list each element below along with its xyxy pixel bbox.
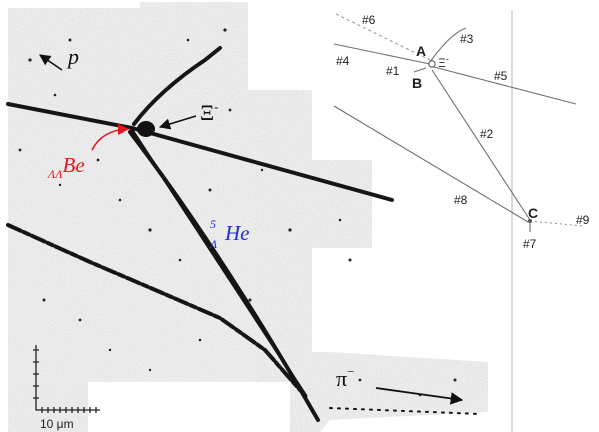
- track-left-to-vertex: [6, 102, 134, 130]
- he5-label: 5 Λ He: [209, 217, 250, 251]
- vertex-label-b: B: [412, 75, 422, 91]
- track-label-5: #5: [494, 69, 508, 83]
- proton-direction-arrow: [39, 54, 63, 71]
- scale-bar-label: 10 μm: [40, 417, 74, 431]
- scale-bar: [33, 345, 100, 413]
- track-to-pion-vertex: [130, 128, 308, 398]
- track-label-7: #7: [523, 237, 537, 251]
- vertex-label-c: C: [528, 205, 538, 221]
- scale-bar-ticks-horizontal: [41, 407, 97, 413]
- track-lower-left: [6, 223, 302, 392]
- pion-track: [329, 407, 481, 415]
- track-2: [431, 69, 531, 221]
- track-label-8: #8: [454, 193, 468, 207]
- xi-pointer-arrow: [158, 115, 197, 130]
- track-9: [529, 220, 584, 227]
- xi-label: Ξ-: [200, 99, 219, 125]
- track-8: [333, 105, 529, 223]
- llbe-label: ΛΛBe: [47, 153, 85, 181]
- track-label-9: #9: [576, 213, 590, 227]
- track-4: [333, 43, 431, 65]
- track-label-6: #6: [362, 13, 376, 27]
- track-3: [429, 27, 467, 63]
- proton-label: p: [66, 44, 79, 69]
- track-label-2: #2: [480, 127, 494, 141]
- vertex-a-marker: [428, 60, 436, 68]
- track-1: [413, 67, 427, 73]
- track-5: [429, 65, 577, 105]
- pion-label: π−: [336, 364, 354, 391]
- track-up-right: [132, 46, 222, 126]
- vertex-c-marker: [528, 219, 532, 223]
- track-label-4: #4: [336, 54, 350, 68]
- scale-bar-axes: [35, 345, 100, 411]
- xi-stopping-blob: [137, 121, 155, 137]
- track-label-1: #1: [386, 64, 400, 78]
- vertex-label-a: A: [416, 43, 426, 59]
- schematic-xi-label: Ξ-: [438, 54, 449, 70]
- emulsion-specks: [18, 28, 457, 397]
- scale-bar-ticks-vertical: [33, 349, 39, 399]
- pion-direction-arrow: [375, 387, 464, 405]
- emulsion-micrograph: p Ξ- ΛΛBe 5 Λ He π− 10 μm: [6, 2, 488, 432]
- track-long-right: [130, 126, 394, 202]
- track-schematic: #6 #3 #4 #1 #5 #2 #8 #9 #7 A B C Ξ-: [333, 10, 590, 432]
- emulsion-tracks: [6, 46, 481, 422]
- track-label-3: #3: [460, 32, 474, 46]
- llbe-pointer-arrow: [91, 123, 130, 151]
